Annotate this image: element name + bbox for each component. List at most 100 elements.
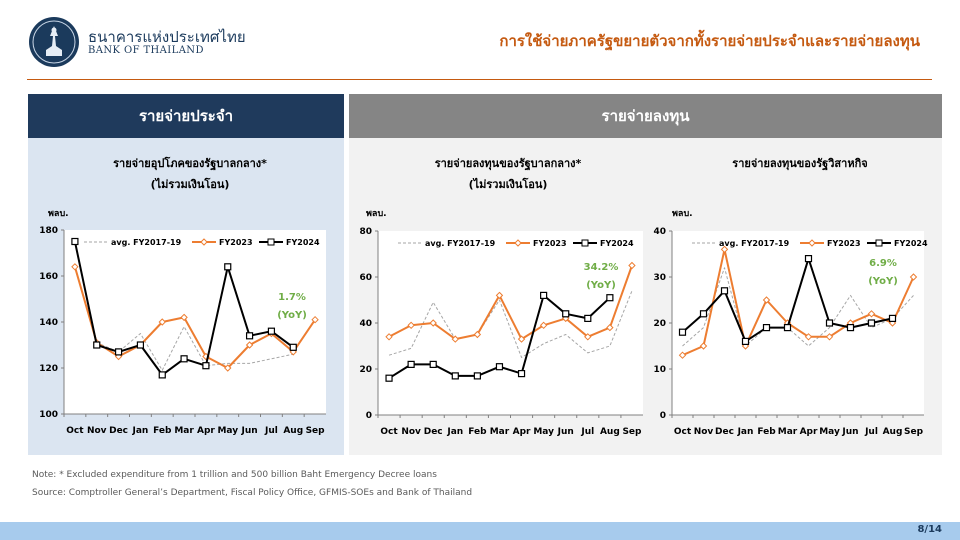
chart-1-legend-marker-fy2024 [267,238,275,246]
chart-1-yoy-label: (YoY) [277,310,307,321]
chart-2-line-fy2023 [388,265,633,341]
chart-1-line-fy2023 [73,266,316,369]
chart-3-x-tick-label: Nov [694,427,714,437]
chart-1-point-fy2023 [245,341,254,349]
panel-header-investment: รายจ่ายลงทุน [349,94,942,138]
chart-1-x-tick-label: Apr [197,426,215,436]
chart-1-plot-area [64,230,326,414]
chart-3-point-fy2023 [678,351,687,359]
chart-2-point-fy2023 [429,319,437,327]
chart-3-yoy-value: 6.9% [869,258,897,269]
chart-3-yoy-label: (YoY) [868,276,898,287]
chart-1-legend-label-fy2024: FY2024 [286,238,320,247]
chart-2-point-fy2023 [407,321,415,330]
chart-3-line-fy2023 [682,248,915,357]
chart-1-subtitle: (ไม่รวมเงินโอน) [150,178,230,191]
chart-3-point-fy2024 [867,319,876,327]
chart-1-y-tick-label: 120 [39,364,58,374]
chart-2-legend-marker-fy2024 [581,239,589,247]
chart-2-point-fy2024 [429,360,437,368]
chart-1-x-tick-label: Dec [109,426,128,436]
chart-3-title-block: รายจ่ายลงทุนของรัฐวิสาหกิจ [690,153,910,174]
chart-1-point-fy2024 [224,263,232,271]
chart-2-title: รายจ่ายลงทุนของรัฐบาลกลาง* [434,157,582,170]
chart-1-point-fy2024 [136,341,145,349]
chart-3-point-fy2024 [699,310,708,318]
chart-2-point-fy2024 [562,310,570,318]
chart-3-legend-marker-fy2024 [875,239,883,247]
chart-2-x-tick-label: Dec [424,427,443,437]
chart-3-legend-label-fy2023: FY2023 [827,239,861,248]
chart-2-y-tick-label: 20 [359,365,372,375]
chart-2-point-fy2024 [451,372,459,380]
chart-1-x-tick-label: Aug [283,426,303,436]
org-name-english: BANK OF THAILAND [88,45,204,56]
chart-1-x-tick-label: Jul [264,426,278,436]
chart-3-y-tick-label: 0 [660,411,666,421]
slide-title: การใช้จ่ายภาครัฐขยายตัวจากทั้งรายจ่ายประ… [499,32,920,50]
chart-3-y-tick-label: 10 [653,365,666,375]
chart-1-point-fy2024 [158,371,166,379]
chart-1-x-tick-label: Feb [153,426,172,436]
chart-3-x-tick-label: Sep [904,427,924,437]
chart-1-x-tick-label: Jan [131,426,148,436]
chart-2-point-fy2024 [606,294,614,302]
chart-1-x-tick-label: Sep [306,426,326,436]
chart-2-point-fy2023 [584,333,592,341]
org-name-thai: ธนาคารแห่งประเทศไทย [88,28,246,46]
chart-1-y-tick-label: 140 [39,318,58,328]
chart-3-point-fy2024 [888,314,897,322]
chart-2-point-fy2023 [473,330,482,339]
chart-1-point-fy2024 [114,348,123,356]
chart-2-point-fy2024 [540,291,548,299]
chart-1-legend-label-avg: avg. FY2017-19 [111,238,182,247]
chart-2-point-fy2023 [628,261,636,270]
chart-1-point-fy2024 [71,237,79,246]
chart-2-yoy-label: (YoY) [586,280,616,291]
chart-1-point-fy2024 [180,355,188,363]
chart-3-unit-label: พลบ. [672,209,693,219]
chart-2-yoy-value: 34.2% [584,262,619,273]
chart-2-point-fy2024 [407,360,415,368]
chart-3-title: รายจ่ายลงทุนของรัฐวิสาหกิจ [732,157,868,170]
chart-2-y-tick-label: 0 [366,411,372,421]
chart-3-x-tick-label: Jul [864,427,878,437]
chart-3-point-fy2023 [909,273,918,281]
chart-3-legend-marker-fy2023 [808,239,816,247]
chart-1-line-avg [96,326,294,371]
chart-1-point-fy2023 [71,263,79,271]
chart-2-x-tick-label: Oct [380,427,398,437]
chart-3-x-tick-label: Dec [715,427,734,437]
chart-1-title-block: รายจ่ายอุปโภคของรัฐบาลกลาง* (ไม่รวมเงินโ… [60,153,320,195]
chart-3-legend-label-fy2024: FY2024 [894,239,928,248]
chart-3-point-fy2024 [804,255,813,263]
chart-2-point-fy2023 [495,291,504,300]
chart-1-x-tick-label: Nov [87,426,107,436]
chart-3-point-fy2024 [783,324,792,332]
slide-header: ธนาคารแห่งประเทศไทย BANK OF THAILAND การ… [0,0,960,80]
chart-3-x-tick-label: Jan [737,427,754,437]
chart-1-point-fy2024 [289,343,297,351]
chart-2-x-tick-label: Sep [622,427,642,437]
chart-3-y-tick-label: 40 [653,227,666,237]
chart-2-point-fy2024 [584,314,592,322]
page-number: 8/14 [917,524,942,535]
chart-2-legend-marker-fy2023 [514,239,522,247]
chart-2-point-fy2023 [451,335,459,343]
chart-1-point-fy2024 [245,332,254,340]
chart-1-x-tick-label: Mar [174,426,194,436]
chart-2-line-avg [388,290,633,358]
source-note: Source: Comptroller General’s Department… [32,488,473,498]
chart-2-legend-label-fy2024: FY2024 [600,239,634,248]
title-divider [27,79,932,80]
chart-3-legend-label-avg: avg. FY2017-19 [719,239,790,248]
chart-3-y-tick-label: 20 [653,319,666,329]
chart-3-point-fy2024 [846,324,855,332]
chart-2-unit-label: พลบ. [366,209,387,219]
chart-2-point-fy2024 [473,372,481,380]
chart-1-legend-label-fy2023: FY2023 [219,238,253,247]
chart-2-point-fy2023 [539,321,548,330]
chart-1-point-fy2023 [158,318,166,326]
chart-1-y-tick-label: 160 [39,272,58,282]
